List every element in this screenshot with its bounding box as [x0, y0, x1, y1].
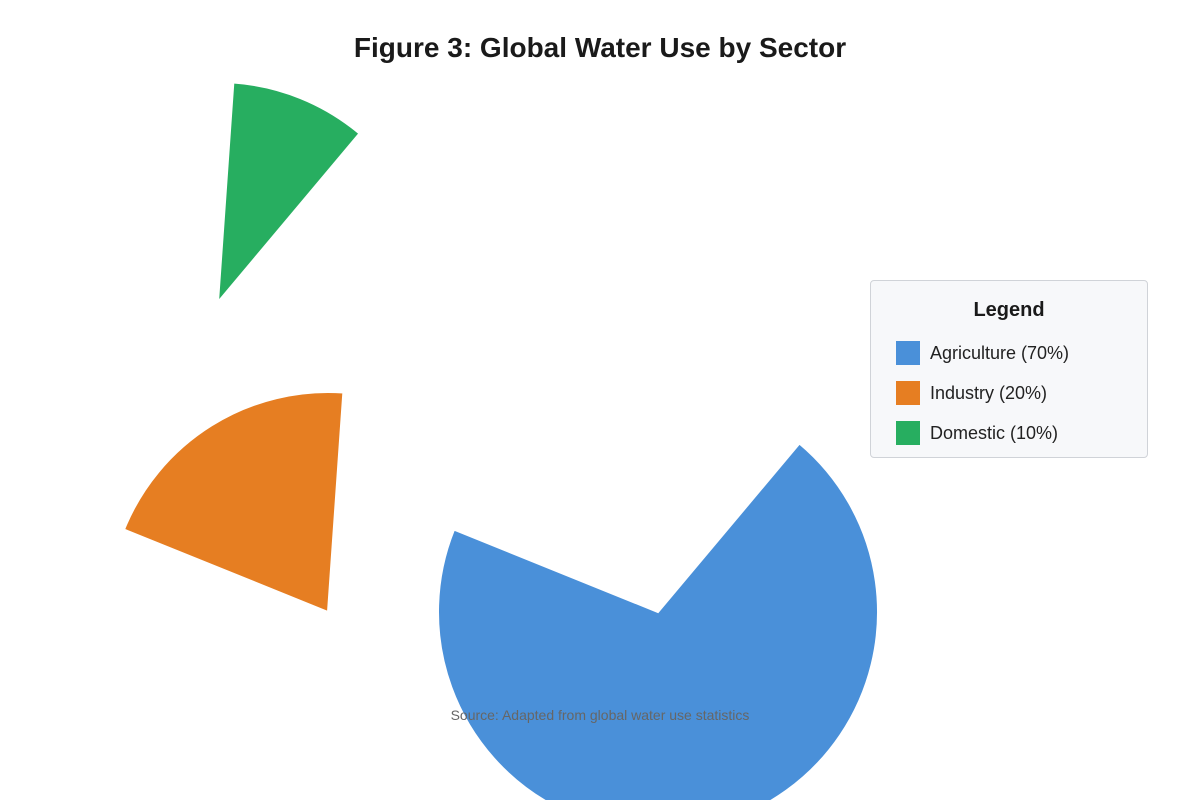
pie-slice-industry: [122, 391, 345, 614]
slice-label-domestic-name: Domestic: [604, 247, 676, 264]
legend-label-agriculture: Agriculture (70%): [930, 342, 1070, 363]
legend-item-domestic: Domestic (10%): [896, 421, 1058, 445]
pie-slice-domestic: [216, 81, 361, 306]
chart-title: Figure 3: Global Water Use by Sector: [353, 32, 847, 63]
pie-slice-agriculture: [437, 442, 879, 800]
legend-swatch-industry: [896, 381, 920, 405]
slice-label-industry-name: Industry: [671, 335, 739, 354]
legend-item-agriculture: Agriculture (70%): [896, 341, 1069, 365]
chart-source: Source: Adapted from global water use st…: [451, 707, 750, 723]
slice-label-industry-percent: 20%: [684, 356, 726, 379]
legend-swatch-agriculture: [896, 341, 920, 365]
legend-item-industry: Industry (20%): [896, 381, 1047, 405]
slice-label-domestic-percent: 10%: [623, 267, 657, 286]
legend-swatch-domestic: [896, 421, 920, 445]
legend: Legend Agriculture (70%) Industry (20%) …: [870, 280, 1148, 458]
legend-label-industry: Industry (20%): [930, 382, 1048, 403]
legend-title: Legend: [973, 299, 1045, 321]
legend-label-domestic: Domestic (10%): [930, 422, 1059, 443]
